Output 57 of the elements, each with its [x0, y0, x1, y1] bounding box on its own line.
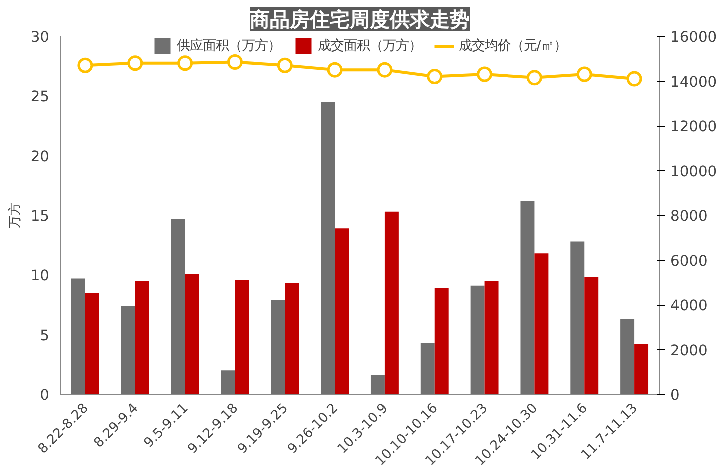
point [377, 62, 393, 78]
legend-label: 供应面积（万方） [176, 38, 281, 55]
point [427, 69, 443, 85]
bar [71, 278, 86, 394]
point [277, 58, 293, 74]
legend-label: 成交均价（元/㎡） [458, 38, 568, 55]
point [178, 56, 194, 72]
bar [285, 284, 300, 394]
point [626, 71, 642, 87]
y2-tick-label: 10000 [670, 163, 718, 180]
bar [634, 344, 649, 394]
bar [135, 281, 150, 394]
bar [534, 254, 549, 394]
y-tick-label: 5 [40, 327, 50, 344]
y-tick-label: 25 [30, 88, 50, 106]
y-axis-title: 万方 [6, 202, 23, 228]
point [227, 54, 243, 70]
bar [185, 274, 200, 394]
bar [321, 102, 336, 394]
y2-tick-label: 16000 [670, 29, 718, 46]
y-tick-label: 30 [30, 29, 50, 46]
bar [384, 212, 399, 394]
y2-tick-label: 2000 [670, 342, 708, 360]
point [576, 66, 592, 82]
y2-tick-label: 6000 [670, 252, 708, 270]
bar [420, 343, 435, 394]
bar [271, 300, 286, 394]
point [78, 58, 94, 74]
bar [335, 228, 350, 394]
chart-title: 商品房住宅周度供求走势 [249, 8, 470, 32]
bar [235, 280, 250, 394]
bar [570, 242, 585, 394]
bar [584, 278, 599, 394]
y2-tick-label: 8000 [670, 208, 708, 225]
bar [620, 319, 635, 394]
point [477, 66, 493, 82]
y2-tick-label: 14000 [670, 74, 718, 91]
bar [121, 306, 136, 394]
y-tick-label: 15 [30, 208, 50, 225]
bar [520, 201, 535, 394]
bar [484, 281, 499, 394]
point [128, 56, 144, 72]
bar [434, 288, 449, 394]
legend-label: 成交面积（万方） [318, 38, 422, 55]
y2-tick-label: 0 [670, 387, 680, 404]
y-tick-label: 20 [30, 148, 50, 166]
point [327, 62, 343, 78]
y-tick-label: 10 [30, 268, 50, 285]
y2-tick-label: 4000 [670, 298, 708, 314]
y2-tick-label: 12000 [670, 118, 718, 136]
bar [221, 370, 236, 394]
bar [470, 286, 485, 394]
bar [171, 219, 186, 394]
point [526, 70, 542, 86]
y-tick-label: 0 [40, 387, 50, 404]
bar [85, 293, 100, 394]
bar [370, 375, 385, 394]
